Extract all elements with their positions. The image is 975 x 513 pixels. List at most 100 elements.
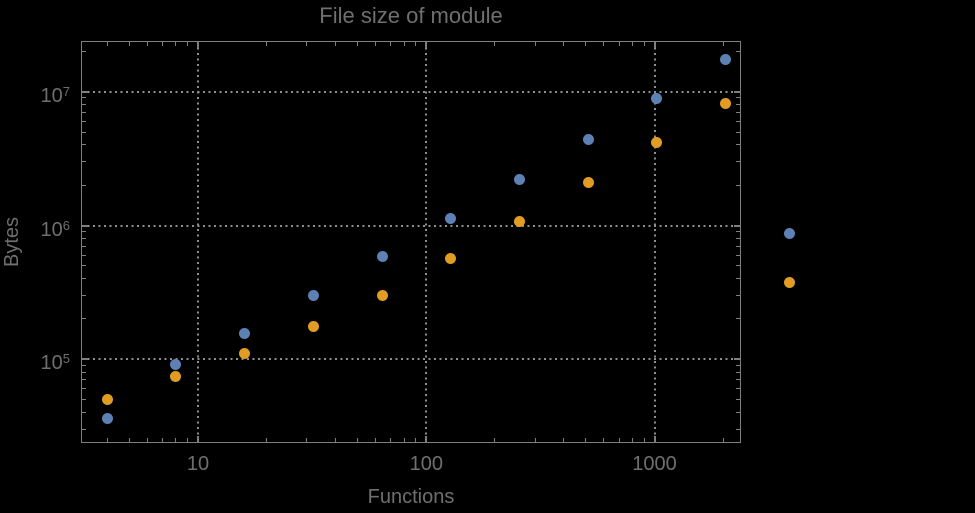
y-major-tick	[82, 90, 88, 93]
x-minor-tick	[375, 42, 377, 46]
x-minor-tick	[618, 42, 620, 46]
data-point-blue	[783, 228, 795, 240]
y-minor-tick	[736, 184, 740, 186]
y-minor-tick	[82, 111, 86, 113]
y-minor-tick	[736, 231, 740, 233]
data-point-orange	[239, 347, 251, 359]
y-tick-label: 106	[40, 217, 70, 241]
x-tick-label: 100	[409, 453, 443, 475]
x-minor-tick	[534, 438, 536, 442]
x-minor-tick	[306, 42, 308, 46]
y-minor-tick	[82, 364, 86, 366]
x-minor-tick	[128, 438, 130, 442]
x-minor-tick	[643, 42, 645, 46]
y-minor-tick	[736, 161, 740, 163]
x-minor-tick	[603, 438, 605, 442]
y-minor-tick	[82, 120, 86, 122]
y-minor-tick	[736, 50, 740, 52]
y-minor-tick	[82, 161, 86, 163]
data-point-blue	[376, 251, 388, 263]
data-point-orange	[582, 177, 594, 189]
x-minor-tick	[146, 42, 148, 46]
y-minor-tick	[82, 294, 86, 296]
y-major-tick	[734, 224, 740, 227]
x-minor-tick	[266, 438, 268, 442]
y-minor-tick	[82, 131, 86, 133]
x-minor-tick	[390, 438, 392, 442]
x-minor-tick	[106, 42, 108, 46]
chart-title: File size of module	[319, 3, 503, 28]
y-minor-tick	[736, 245, 740, 247]
y-minor-tick	[736, 399, 740, 400]
data-point-orange	[101, 393, 113, 405]
y-minor-tick	[736, 364, 740, 366]
x-gridline	[653, 42, 656, 442]
y-minor-tick	[82, 278, 86, 280]
y-minor-tick	[82, 97, 86, 99]
x-minor-tick	[187, 438, 189, 442]
y-minor-tick	[82, 379, 86, 381]
y-minor-tick	[82, 265, 86, 267]
y-gridline	[82, 90, 740, 93]
x-minor-tick	[494, 438, 496, 442]
y-minor-tick	[82, 144, 86, 146]
y-minor-tick	[82, 104, 86, 106]
y-minor-tick	[736, 237, 740, 239]
y-minor-tick	[736, 144, 740, 146]
y-minor-tick	[82, 399, 86, 400]
data-point-blue	[582, 133, 594, 145]
x-tick-label: 1000	[632, 453, 677, 475]
x-minor-tick	[415, 42, 417, 46]
data-point-orange	[307, 320, 319, 332]
y-minor-tick	[82, 318, 86, 320]
y-minor-tick	[736, 411, 740, 413]
y-minor-tick	[736, 265, 740, 267]
x-minor-tick	[603, 42, 605, 46]
data-point-blue	[307, 289, 319, 301]
x-gridline	[425, 42, 428, 442]
y-major-tick	[734, 90, 740, 93]
x-minor-tick	[306, 438, 308, 442]
data-point-blue	[239, 327, 251, 339]
y-minor-tick	[736, 379, 740, 381]
x-gridline	[197, 42, 200, 442]
x-major-tick	[425, 42, 428, 48]
x-minor-tick	[494, 42, 496, 46]
y-tick-label: 107	[40, 83, 70, 107]
data-point-orange	[513, 216, 525, 228]
x-minor-tick	[563, 438, 565, 442]
x-minor-tick	[106, 438, 108, 442]
y-tick-label: 105	[40, 351, 70, 375]
data-point-blue	[651, 93, 663, 105]
x-minor-tick	[187, 42, 189, 46]
y-minor-tick	[82, 245, 86, 247]
x-minor-tick	[403, 438, 405, 442]
plot-frame	[81, 41, 741, 443]
data-point-orange	[170, 371, 182, 383]
x-minor-tick	[266, 42, 268, 46]
x-minor-tick	[334, 438, 336, 442]
x-minor-tick	[357, 438, 359, 442]
y-minor-tick	[736, 111, 740, 113]
x-tick-label: 10	[186, 453, 210, 475]
x-major-tick	[425, 436, 428, 442]
y-minor-tick	[82, 237, 86, 239]
y-minor-tick	[736, 388, 740, 390]
x-minor-tick	[403, 42, 405, 46]
y-minor-tick	[82, 254, 86, 256]
x-minor-tick	[175, 438, 177, 442]
y-major-tick	[734, 358, 740, 361]
y-major-tick	[82, 224, 88, 227]
data-point-orange	[783, 276, 795, 288]
data-point-orange	[651, 137, 663, 149]
y-minor-tick	[736, 131, 740, 133]
x-minor-tick	[585, 438, 587, 442]
y-minor-tick	[82, 50, 86, 52]
y-major-tick	[82, 358, 88, 361]
x-minor-tick	[375, 438, 377, 442]
data-point-orange	[445, 253, 457, 265]
x-axis-label: Functions	[367, 486, 455, 508]
y-minor-tick	[736, 104, 740, 106]
data-point-orange	[720, 97, 732, 109]
